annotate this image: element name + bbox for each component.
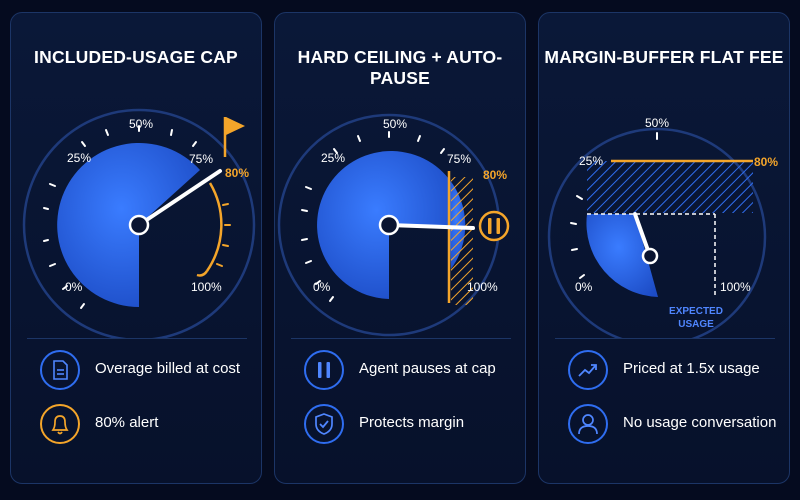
gauge-ticks: [301, 131, 445, 302]
gauge-ticks: [43, 125, 197, 309]
overage-ticks: [216, 203, 231, 267]
buffer-marker-label: 80%: [754, 155, 778, 169]
feature-item: Protects margin: [303, 403, 518, 445]
feature-item: No usage conversation: [567, 403, 782, 445]
tick-label-0: 0%: [575, 280, 593, 294]
overage-arc: [205, 182, 223, 272]
usage-fill: [57, 143, 200, 307]
needle-hub: [641, 247, 659, 265]
trend-up-icon: [568, 350, 608, 390]
needle-hub: [378, 214, 400, 236]
tick-label-75: 75%: [447, 152, 471, 166]
tick-label-50: 50%: [383, 117, 407, 131]
feature-item: Overage billed at cost: [39, 349, 254, 391]
gauge-ring: [22, 108, 256, 339]
panel-included-usage-cap: INCLUDED-USAGE CAP: [10, 12, 262, 484]
tick-label-0: 0%: [65, 280, 83, 294]
expected-usage-label-2: USAGE: [678, 319, 714, 330]
tick-label-100: 100%: [467, 280, 498, 294]
buffer-gauge: 0% 25% 50% 80% 100% EXPECTED USAGE: [547, 116, 778, 339]
feature-item: Agent pauses at cap: [303, 349, 518, 391]
feature-item: Priced at 1.5x usage: [567, 349, 782, 391]
flag-icon: [226, 117, 245, 135]
tick-label-0: 0%: [313, 280, 331, 294]
tick-label-50: 50%: [129, 117, 153, 131]
expected-usage-label-1: EXPECTED: [669, 306, 723, 317]
needle-hub: [128, 214, 150, 236]
gauge-ring: [547, 127, 767, 339]
document-icon: [40, 350, 80, 390]
ceiling-hatch: [451, 177, 473, 305]
feature-label: Agent pauses at cap: [359, 360, 496, 377]
panel-hard-ceiling: HARD CEILING + AUTO-PAUSE: [274, 12, 526, 484]
feature-label: No usage conversation: [623, 414, 777, 431]
panel-margin-buffer: MARGIN-BUFFER FLAT FEE 0% 25% 50%: [538, 12, 790, 484]
ceiling-gauge: 0% 25% 50% 75% 80% 100%: [277, 113, 510, 337]
usage-fill: [586, 214, 658, 297]
tick-label-25: 25%: [579, 154, 603, 168]
panel-title: MARGIN-BUFFER FLAT FEE: [544, 47, 784, 67]
panel-title: HARD CEILING + AUTO-PAUSE: [297, 47, 503, 88]
user-icon: [568, 404, 608, 444]
feature-label: Priced at 1.5x usage: [623, 360, 760, 377]
feature-label: 80% alert: [95, 414, 159, 431]
gauge-needle: [387, 223, 475, 230]
tick-label-75: 75%: [189, 152, 213, 166]
buffer-hatch: [587, 161, 753, 213]
gauge-needle: [137, 169, 222, 227]
cap-marker-label: 80%: [483, 168, 507, 182]
tick-label-100: 100%: [191, 280, 222, 294]
tick-label-50: 50%: [645, 116, 669, 130]
divider: [291, 338, 511, 339]
usage-gauge: 0% 25% 50% 75% 80% 100%: [22, 108, 256, 339]
feature-label: Protects margin: [359, 414, 465, 431]
tick-label-25: 25%: [67, 151, 91, 165]
tick-label-25: 25%: [321, 151, 345, 165]
panel-title: INCLUDED-USAGE CAP: [34, 47, 238, 67]
tick-label-100: 100%: [720, 280, 751, 294]
cap-marker-label: 80%: [225, 166, 249, 180]
feature-item: 80% alert: [39, 403, 254, 445]
feature-label: Overage billed at cost: [95, 360, 241, 377]
bell-icon: [40, 404, 80, 444]
shield-check-icon: [304, 404, 344, 444]
divider: [555, 338, 775, 339]
divider: [27, 338, 247, 339]
pause-icon: [478, 210, 510, 242]
pause-icon: [304, 350, 344, 390]
gauge-ticks: [570, 132, 658, 279]
